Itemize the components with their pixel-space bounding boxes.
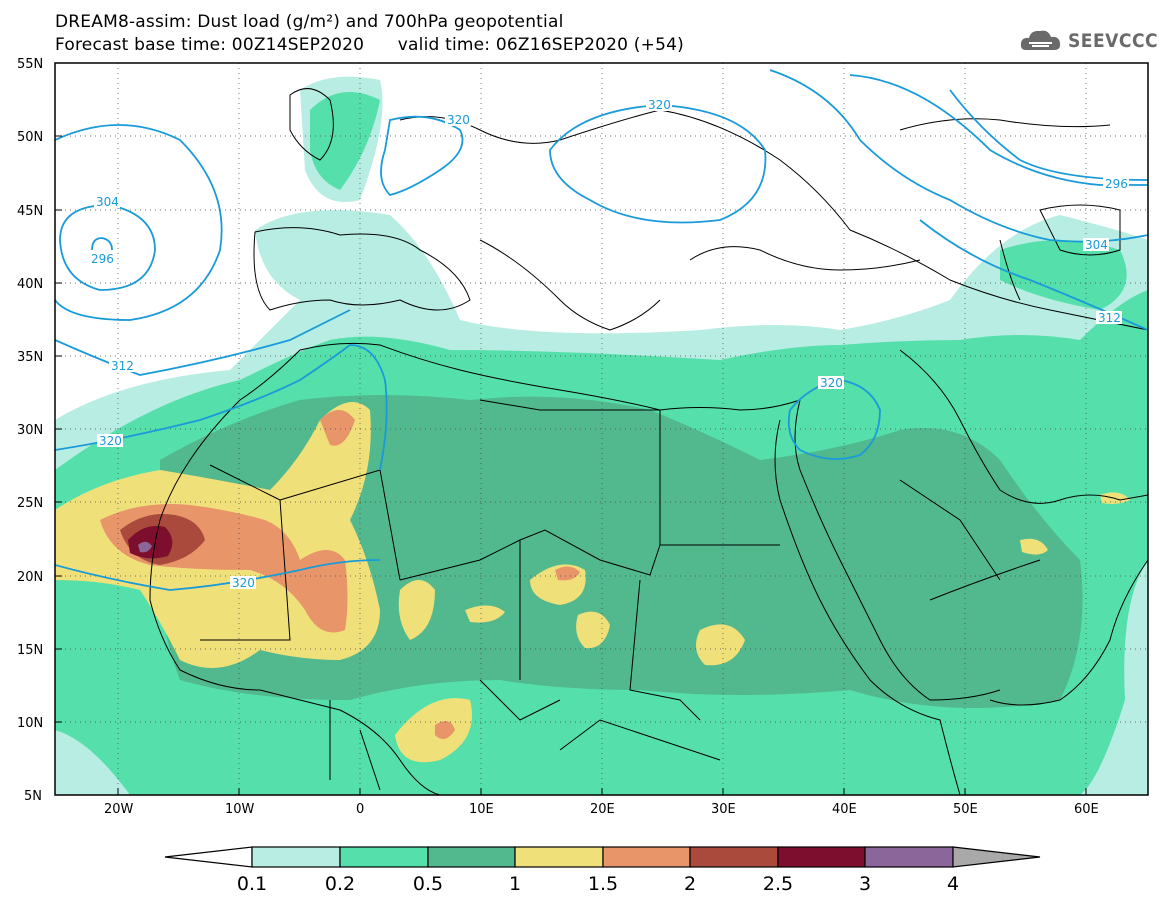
logo-text: SEEVCCC [1068, 30, 1159, 52]
lon-label: 10W [225, 802, 255, 817]
colorbar-over-arrow [952, 846, 1041, 868]
lat-label: 10N [17, 716, 43, 731]
forecast-times: Forecast base time: 00Z14SEP2020 valid t… [55, 35, 684, 55]
contour-label: 320 [820, 376, 843, 390]
colorbar-swatch [689, 846, 779, 868]
map-title: DREAM8-assim: Dust load (g/m²) and 700hP… [55, 12, 564, 32]
colorbar-swatch [251, 846, 341, 868]
colorbar-label: 0.2 [325, 873, 355, 895]
lat-label: 25N [17, 496, 43, 511]
colorbar-under-arrow [164, 846, 253, 868]
colorbar-label: 2 [684, 873, 696, 895]
colorbar-labels: 0.1 0.2 0.5 1 1.5 2 2.5 3 4 [237, 873, 959, 895]
lat-label: 30N [17, 423, 43, 438]
lon-label: 40E [832, 802, 857, 817]
lat-label: 55N [17, 57, 43, 72]
lat-label: 40N [17, 277, 43, 292]
lat-label: 5N [24, 789, 42, 804]
lat-label: 45N [17, 204, 43, 219]
contour-labels: 320 320 296 304 296 304 312 312 320 320 … [89, 98, 1129, 590]
latitude-labels: 55N 50N 45N 40N 35N 30N 25N 20N 15N 10N … [17, 57, 43, 804]
contour-label: 320 [99, 434, 122, 448]
colorbar-swatch [777, 846, 866, 868]
lat-label: 50N [17, 130, 43, 145]
colorbar [164, 846, 1041, 868]
lon-label: 50E [953, 802, 978, 817]
lon-label: 30E [711, 802, 736, 817]
contour-label: 312 [111, 359, 134, 373]
dust-level-3 [138, 541, 152, 553]
contour-label: 304 [96, 195, 119, 209]
lat-label: 35N [17, 350, 43, 365]
lon-label: 20W [104, 802, 134, 817]
coastlines [149, 88, 1148, 795]
graticule [55, 63, 1148, 795]
lon-label: 60E [1074, 802, 1099, 817]
contour-label: 312 [1098, 311, 1121, 325]
contour-label: 296 [1105, 177, 1128, 191]
dust-level-0.5 [157, 395, 1083, 708]
longitude-labels: 20W 10W 0 10E 20E 30E 40E 50E 60E [104, 802, 1099, 817]
colorbar-swatch [514, 846, 604, 868]
colorbar-label: 2.5 [763, 873, 793, 895]
colorbar-label: 0.5 [413, 873, 443, 895]
geopotential-contours [55, 69, 1148, 591]
tick-marks [55, 135, 1087, 795]
colorbar-label: 4 [947, 873, 959, 895]
lon-label: 20E [590, 802, 615, 817]
colorbar-swatch [602, 846, 691, 868]
colorbar-swatch [864, 846, 954, 868]
contour-label: 320 [648, 98, 671, 112]
lat-label: 15N [17, 643, 43, 658]
cloud-logo-icon [1020, 30, 1061, 50]
dust-level-2.5 [128, 525, 173, 559]
colorbar-swatch [339, 846, 429, 868]
lat-label: 20N [17, 570, 43, 585]
contour-label: 320 [447, 113, 470, 127]
colorbar-label: 0.1 [237, 873, 267, 895]
colorbar-label: 3 [859, 873, 871, 895]
dust-field [55, 76, 1148, 795]
contour-label: 304 [1085, 238, 1108, 252]
colorbar-label: 1.5 [588, 873, 618, 895]
lon-label: 0 [356, 802, 364, 817]
contour-label: 296 [91, 252, 114, 266]
contour-label: 320 [232, 576, 255, 590]
lon-label: 10E [469, 802, 494, 817]
colorbar-swatch [427, 846, 516, 868]
colorbar-label: 1 [509, 873, 521, 895]
